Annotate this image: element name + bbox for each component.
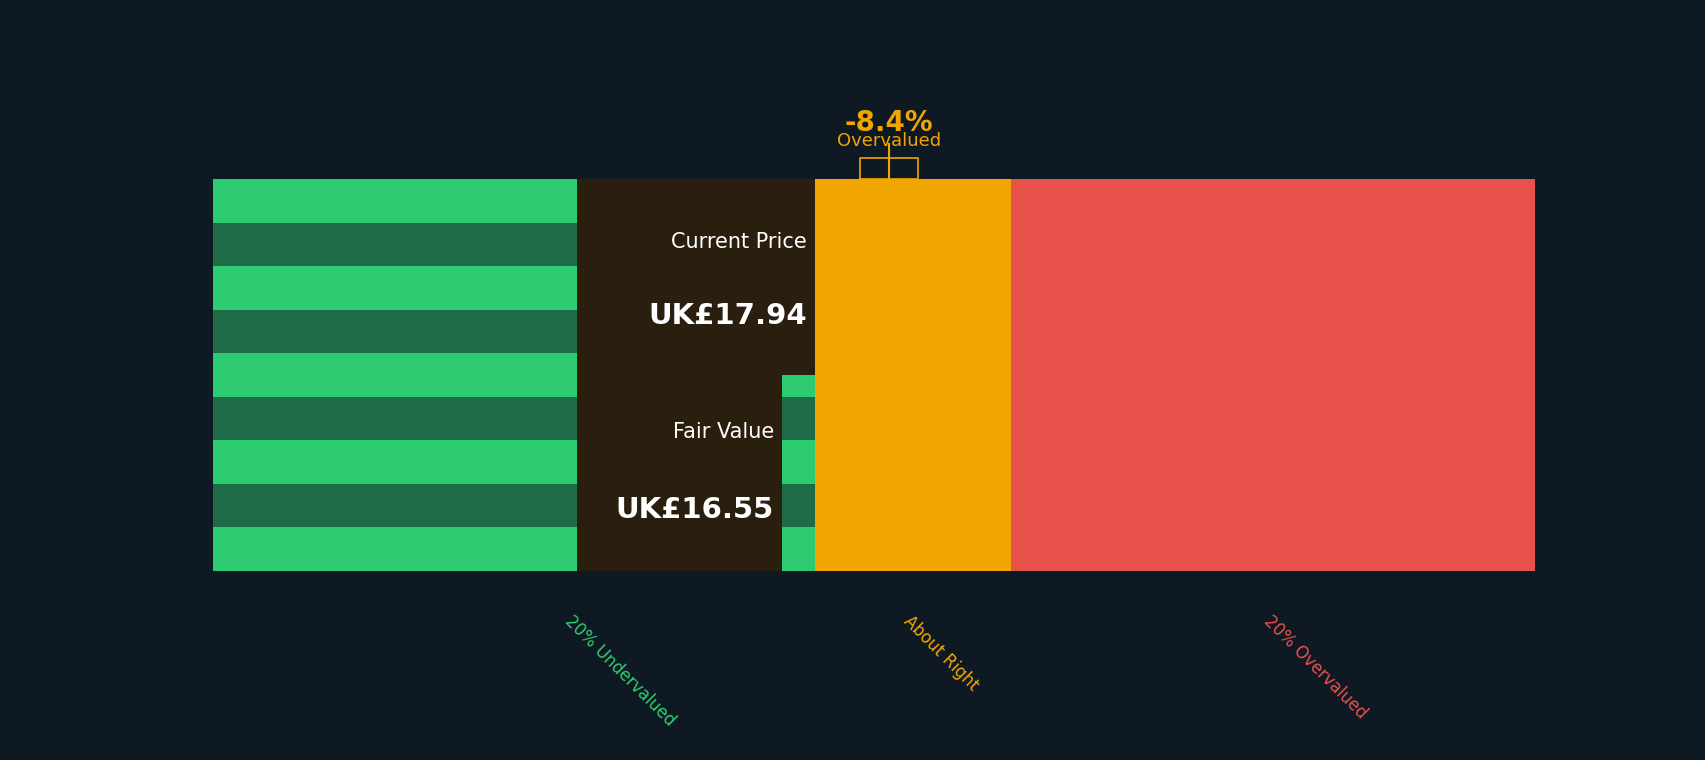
Text: Overvalued: Overvalued xyxy=(837,132,941,150)
Bar xyxy=(576,367,781,571)
Text: UK£17.94: UK£17.94 xyxy=(648,302,806,330)
Bar xyxy=(815,179,1009,571)
Text: Fair Value: Fair Value xyxy=(672,423,774,442)
Text: Current Price: Current Price xyxy=(670,232,806,252)
Bar xyxy=(213,309,815,353)
Text: UK£16.55: UK£16.55 xyxy=(616,496,774,524)
Bar xyxy=(213,484,815,527)
Bar xyxy=(213,397,815,440)
Text: 20% Overvalued: 20% Overvalued xyxy=(1260,612,1369,722)
Text: 20% Undervalued: 20% Undervalued xyxy=(561,612,679,730)
Bar xyxy=(576,179,815,375)
Bar xyxy=(1009,179,1534,571)
Bar xyxy=(213,179,815,571)
Text: -8.4%: -8.4% xyxy=(844,109,933,138)
Text: About Right: About Right xyxy=(900,612,982,694)
Bar xyxy=(213,223,815,266)
